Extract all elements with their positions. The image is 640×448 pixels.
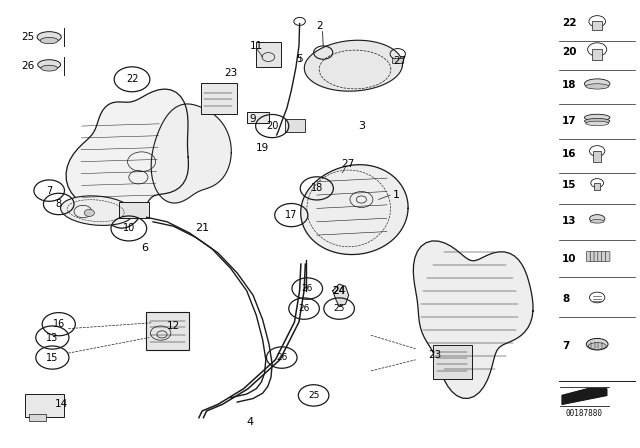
Text: 8: 8: [562, 294, 570, 304]
Text: 27: 27: [393, 56, 406, 66]
Text: 13: 13: [562, 216, 577, 226]
FancyBboxPatch shape: [392, 58, 403, 63]
Ellipse shape: [584, 79, 610, 89]
Polygon shape: [413, 241, 533, 398]
Text: 20: 20: [266, 121, 278, 131]
Ellipse shape: [584, 114, 610, 121]
Text: 26: 26: [298, 304, 310, 313]
Text: 16: 16: [52, 319, 65, 329]
FancyBboxPatch shape: [592, 49, 602, 60]
FancyBboxPatch shape: [146, 312, 189, 350]
Polygon shape: [562, 389, 607, 404]
Text: 11: 11: [250, 41, 263, 51]
Text: 17: 17: [562, 116, 577, 126]
Ellipse shape: [590, 220, 604, 223]
Ellipse shape: [37, 32, 61, 43]
FancyBboxPatch shape: [247, 112, 269, 123]
Polygon shape: [301, 165, 408, 254]
Text: 18: 18: [562, 80, 577, 90]
Polygon shape: [151, 104, 231, 203]
FancyBboxPatch shape: [594, 184, 600, 190]
Text: 7: 7: [562, 340, 570, 350]
FancyBboxPatch shape: [285, 119, 305, 132]
Text: 13: 13: [46, 332, 58, 343]
Ellipse shape: [588, 343, 606, 349]
Text: 8: 8: [56, 199, 62, 209]
Text: 19: 19: [256, 143, 269, 153]
FancyBboxPatch shape: [586, 252, 591, 261]
FancyBboxPatch shape: [602, 252, 606, 261]
Text: 14: 14: [55, 399, 68, 409]
Ellipse shape: [584, 118, 610, 124]
Polygon shape: [305, 40, 403, 91]
FancyBboxPatch shape: [119, 202, 148, 218]
Text: 20: 20: [562, 47, 577, 57]
FancyBboxPatch shape: [594, 252, 598, 261]
FancyBboxPatch shape: [256, 43, 281, 67]
Text: 25: 25: [22, 32, 35, 42]
Text: 24: 24: [333, 286, 346, 296]
Text: 22: 22: [562, 18, 577, 28]
Text: 12: 12: [167, 321, 180, 332]
FancyBboxPatch shape: [598, 252, 602, 261]
Text: 23: 23: [224, 68, 237, 78]
Ellipse shape: [586, 121, 609, 125]
Text: 23: 23: [428, 350, 442, 360]
Text: 9: 9: [250, 114, 257, 125]
Text: 1: 1: [393, 190, 400, 200]
Text: 26: 26: [301, 284, 313, 293]
Text: 26: 26: [22, 61, 35, 71]
Ellipse shape: [61, 196, 133, 225]
Text: 25: 25: [333, 304, 345, 313]
Text: 15: 15: [562, 180, 577, 190]
Text: 7: 7: [46, 185, 52, 196]
Ellipse shape: [38, 60, 61, 69]
FancyBboxPatch shape: [25, 394, 64, 417]
FancyBboxPatch shape: [29, 414, 46, 421]
Text: 10: 10: [562, 254, 577, 264]
Text: 24: 24: [333, 286, 346, 296]
Ellipse shape: [589, 215, 605, 223]
Text: 4: 4: [246, 417, 253, 427]
Text: 3: 3: [358, 121, 365, 131]
Text: 18: 18: [310, 183, 323, 194]
Text: 15: 15: [46, 353, 58, 362]
Text: 21: 21: [195, 224, 209, 233]
Polygon shape: [333, 284, 349, 306]
Text: 25: 25: [308, 391, 319, 400]
Text: 17: 17: [285, 210, 298, 220]
Ellipse shape: [40, 38, 58, 44]
Text: 27: 27: [340, 159, 354, 169]
Ellipse shape: [586, 338, 608, 350]
FancyBboxPatch shape: [592, 21, 602, 30]
Text: 16: 16: [562, 149, 577, 159]
Text: 00187880: 00187880: [566, 409, 603, 418]
Ellipse shape: [586, 84, 609, 89]
Circle shape: [84, 209, 95, 216]
Ellipse shape: [41, 65, 58, 71]
FancyBboxPatch shape: [590, 252, 595, 261]
FancyBboxPatch shape: [433, 345, 472, 379]
Text: 6: 6: [141, 243, 148, 254]
Polygon shape: [66, 89, 188, 228]
FancyBboxPatch shape: [605, 252, 610, 261]
Text: 22: 22: [126, 74, 138, 84]
Text: 26: 26: [276, 353, 287, 362]
Text: 5: 5: [296, 54, 303, 64]
FancyBboxPatch shape: [593, 151, 601, 162]
FancyBboxPatch shape: [201, 83, 237, 114]
Text: 10: 10: [123, 224, 135, 233]
Text: 2: 2: [317, 21, 323, 31]
